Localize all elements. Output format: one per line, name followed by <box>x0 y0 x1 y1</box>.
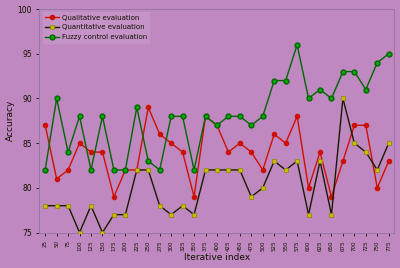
Y-axis label: Accuracy: Accuracy <box>6 100 14 142</box>
Qualitative evaluation <box>352 124 357 127</box>
Fuzzy control evaluation <box>306 97 311 100</box>
Fuzzy control evaluation <box>272 79 277 82</box>
Quantitative evaluation <box>318 159 322 163</box>
Fuzzy control evaluation <box>157 168 162 172</box>
Fuzzy control evaluation <box>123 168 128 172</box>
Quantitative evaluation <box>43 204 48 207</box>
Qualitative evaluation <box>238 142 242 145</box>
Quantitative evaluation <box>180 204 185 207</box>
Quantitative evaluation <box>306 213 311 216</box>
Fuzzy control evaluation <box>386 52 391 55</box>
Quantitative evaluation <box>66 204 70 207</box>
Fuzzy control evaluation <box>134 106 139 109</box>
Qualitative evaluation <box>386 159 391 163</box>
Qualitative evaluation <box>249 150 254 154</box>
Fuzzy control evaluation <box>364 88 368 91</box>
Quantitative evaluation <box>169 213 174 216</box>
Qualitative evaluation <box>169 142 174 145</box>
Quantitative evaluation <box>123 213 128 216</box>
Qualitative evaluation <box>180 150 185 154</box>
Qualitative evaluation <box>100 150 105 154</box>
Quantitative evaluation <box>272 159 277 163</box>
Qualitative evaluation <box>112 195 116 198</box>
Fuzzy control evaluation <box>260 115 265 118</box>
Quantitative evaluation <box>77 231 82 234</box>
Qualitative evaluation <box>146 106 151 109</box>
Fuzzy control evaluation <box>180 115 185 118</box>
Qualitative evaluation <box>134 168 139 172</box>
Quantitative evaluation <box>375 168 380 172</box>
Qualitative evaluation <box>192 195 196 198</box>
Fuzzy control evaluation <box>112 168 116 172</box>
Fuzzy control evaluation <box>226 115 231 118</box>
Qualitative evaluation <box>340 159 345 163</box>
Quantitative evaluation <box>157 204 162 207</box>
Quantitative evaluation <box>112 213 116 216</box>
Qualitative evaluation <box>54 177 59 181</box>
Fuzzy control evaluation <box>203 115 208 118</box>
Quantitative evaluation <box>226 168 231 172</box>
Fuzzy control evaluation <box>329 97 334 100</box>
Quantitative evaluation <box>192 213 196 216</box>
Fuzzy control evaluation <box>192 168 196 172</box>
Fuzzy control evaluation <box>169 115 174 118</box>
Quantitative evaluation <box>54 204 59 207</box>
Fuzzy control evaluation <box>66 150 70 154</box>
Fuzzy control evaluation <box>375 61 380 64</box>
Fuzzy control evaluation <box>318 88 322 91</box>
Fuzzy control evaluation <box>214 124 219 127</box>
Quantitative evaluation <box>249 195 254 198</box>
Quantitative evaluation <box>214 168 219 172</box>
Fuzzy control evaluation <box>77 115 82 118</box>
Fuzzy control evaluation <box>249 124 254 127</box>
Qualitative evaluation <box>260 168 265 172</box>
Quantitative evaluation <box>283 168 288 172</box>
Fuzzy control evaluation <box>295 43 300 46</box>
Qualitative evaluation <box>89 150 94 154</box>
Qualitative evaluation <box>283 142 288 145</box>
Fuzzy control evaluation <box>146 159 151 163</box>
Line: Quantitative evaluation: Quantitative evaluation <box>43 96 391 234</box>
Quantitative evaluation <box>340 97 345 100</box>
Qualitative evaluation <box>318 150 322 154</box>
Fuzzy control evaluation <box>352 70 357 73</box>
Qualitative evaluation <box>66 168 70 172</box>
Fuzzy control evaluation <box>89 168 94 172</box>
Qualitative evaluation <box>364 124 368 127</box>
Qualitative evaluation <box>123 168 128 172</box>
Fuzzy control evaluation <box>43 168 48 172</box>
Line: Qualitative evaluation: Qualitative evaluation <box>43 105 391 199</box>
Fuzzy control evaluation <box>100 115 105 118</box>
Qualitative evaluation <box>272 133 277 136</box>
Quantitative evaluation <box>329 213 334 216</box>
Qualitative evaluation <box>43 124 48 127</box>
Qualitative evaluation <box>295 115 300 118</box>
Quantitative evaluation <box>260 186 265 189</box>
X-axis label: Iterative index: Iterative index <box>184 254 250 262</box>
Qualitative evaluation <box>306 186 311 189</box>
Qualitative evaluation <box>214 124 219 127</box>
Quantitative evaluation <box>203 168 208 172</box>
Quantitative evaluation <box>89 204 94 207</box>
Quantitative evaluation <box>238 168 242 172</box>
Quantitative evaluation <box>134 168 139 172</box>
Line: Fuzzy control evaluation: Fuzzy control evaluation <box>43 42 391 172</box>
Qualitative evaluation <box>375 186 380 189</box>
Qualitative evaluation <box>77 142 82 145</box>
Quantitative evaluation <box>386 142 391 145</box>
Quantitative evaluation <box>295 159 300 163</box>
Quantitative evaluation <box>146 168 151 172</box>
Legend: Qualitative evaluation, Quantitative evaluation, Fuzzy control evaluation: Qualitative evaluation, Quantitative eva… <box>42 11 150 44</box>
Qualitative evaluation <box>157 133 162 136</box>
Qualitative evaluation <box>329 195 334 198</box>
Qualitative evaluation <box>203 115 208 118</box>
Fuzzy control evaluation <box>54 97 59 100</box>
Fuzzy control evaluation <box>340 70 345 73</box>
Quantitative evaluation <box>352 142 357 145</box>
Qualitative evaluation <box>226 150 231 154</box>
Quantitative evaluation <box>100 231 105 234</box>
Fuzzy control evaluation <box>238 115 242 118</box>
Fuzzy control evaluation <box>283 79 288 82</box>
Quantitative evaluation <box>364 150 368 154</box>
